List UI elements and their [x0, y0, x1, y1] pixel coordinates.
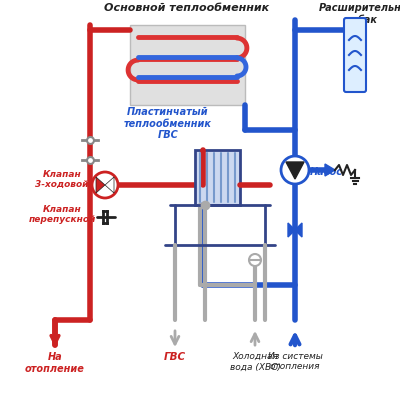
- Text: ГВС: ГВС: [164, 352, 186, 362]
- FancyBboxPatch shape: [344, 18, 366, 92]
- Polygon shape: [325, 164, 335, 176]
- Polygon shape: [96, 177, 105, 193]
- Bar: [130, 25, 245, 105]
- Text: Основной теплообменник: Основной теплообменник: [104, 3, 270, 13]
- Text: Клапан
перепускной: Клапан перепускной: [28, 205, 96, 224]
- Circle shape: [281, 156, 309, 184]
- Circle shape: [92, 172, 118, 198]
- Text: Из системы
отопления: Из системы отопления: [268, 352, 322, 371]
- Polygon shape: [288, 223, 295, 237]
- Text: Пластинчатый
теплообменник
ГВС: Пластинчатый теплообменник ГВС: [124, 107, 212, 140]
- Text: Клапан
3-ходовой: Клапан 3-ходовой: [35, 170, 89, 190]
- Bar: [195, 150, 240, 205]
- Text: Насос: Насос: [310, 167, 343, 177]
- Circle shape: [249, 254, 261, 266]
- Polygon shape: [286, 162, 304, 179]
- Text: Расширительный
бак: Расширительный бак: [319, 3, 400, 25]
- Text: Холодная
вода (ХВС): Холодная вода (ХВС): [230, 352, 280, 371]
- Polygon shape: [105, 177, 114, 193]
- Polygon shape: [295, 223, 302, 237]
- Text: На
отопление: На отопление: [25, 352, 85, 374]
